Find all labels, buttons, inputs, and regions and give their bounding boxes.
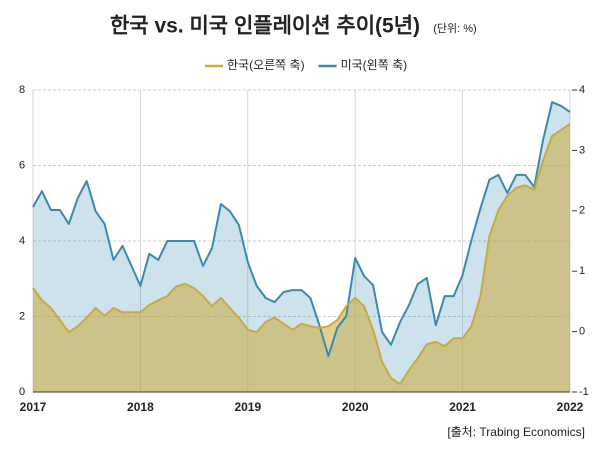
x-tick-label: 2018 xyxy=(127,400,154,414)
y2-tick-label: 1 xyxy=(579,265,585,277)
x-tick-label: 2022 xyxy=(557,400,584,414)
source-note: [출처: Trabing Economics] xyxy=(447,425,585,439)
legend-label: 미국(왼쪽 축) xyxy=(341,58,408,72)
x-tick-label: 2019 xyxy=(234,400,261,414)
chart-title: 한국 vs. 미국 인플레이션 추이(5년) xyxy=(110,15,420,38)
x-tick-label: 2017 xyxy=(20,400,47,414)
area-fill xyxy=(33,123,570,393)
series-line xyxy=(32,101,571,358)
y-tick-label: 2 xyxy=(19,310,25,322)
x-tick-label: 2020 xyxy=(342,400,369,414)
x-tick-label: 2021 xyxy=(449,400,476,414)
y-tick-label: 6 xyxy=(19,159,25,171)
chart-subtitle: (단위: %) xyxy=(433,22,476,35)
y-tick-label: 0 xyxy=(19,386,25,398)
y2-tick-label: 2 xyxy=(579,205,585,217)
y2-tick-label: 0 xyxy=(579,326,585,338)
y2-tick-label: 4 xyxy=(579,84,585,96)
y-tick-label: 8 xyxy=(19,84,25,96)
legend-label: 한국(오른쪽 축) xyxy=(227,58,305,72)
y2-tick-label: -1 xyxy=(579,386,589,398)
y2-tick-label: 3 xyxy=(579,144,585,156)
y-tick-label: 4 xyxy=(19,235,25,247)
series-line xyxy=(32,122,571,386)
